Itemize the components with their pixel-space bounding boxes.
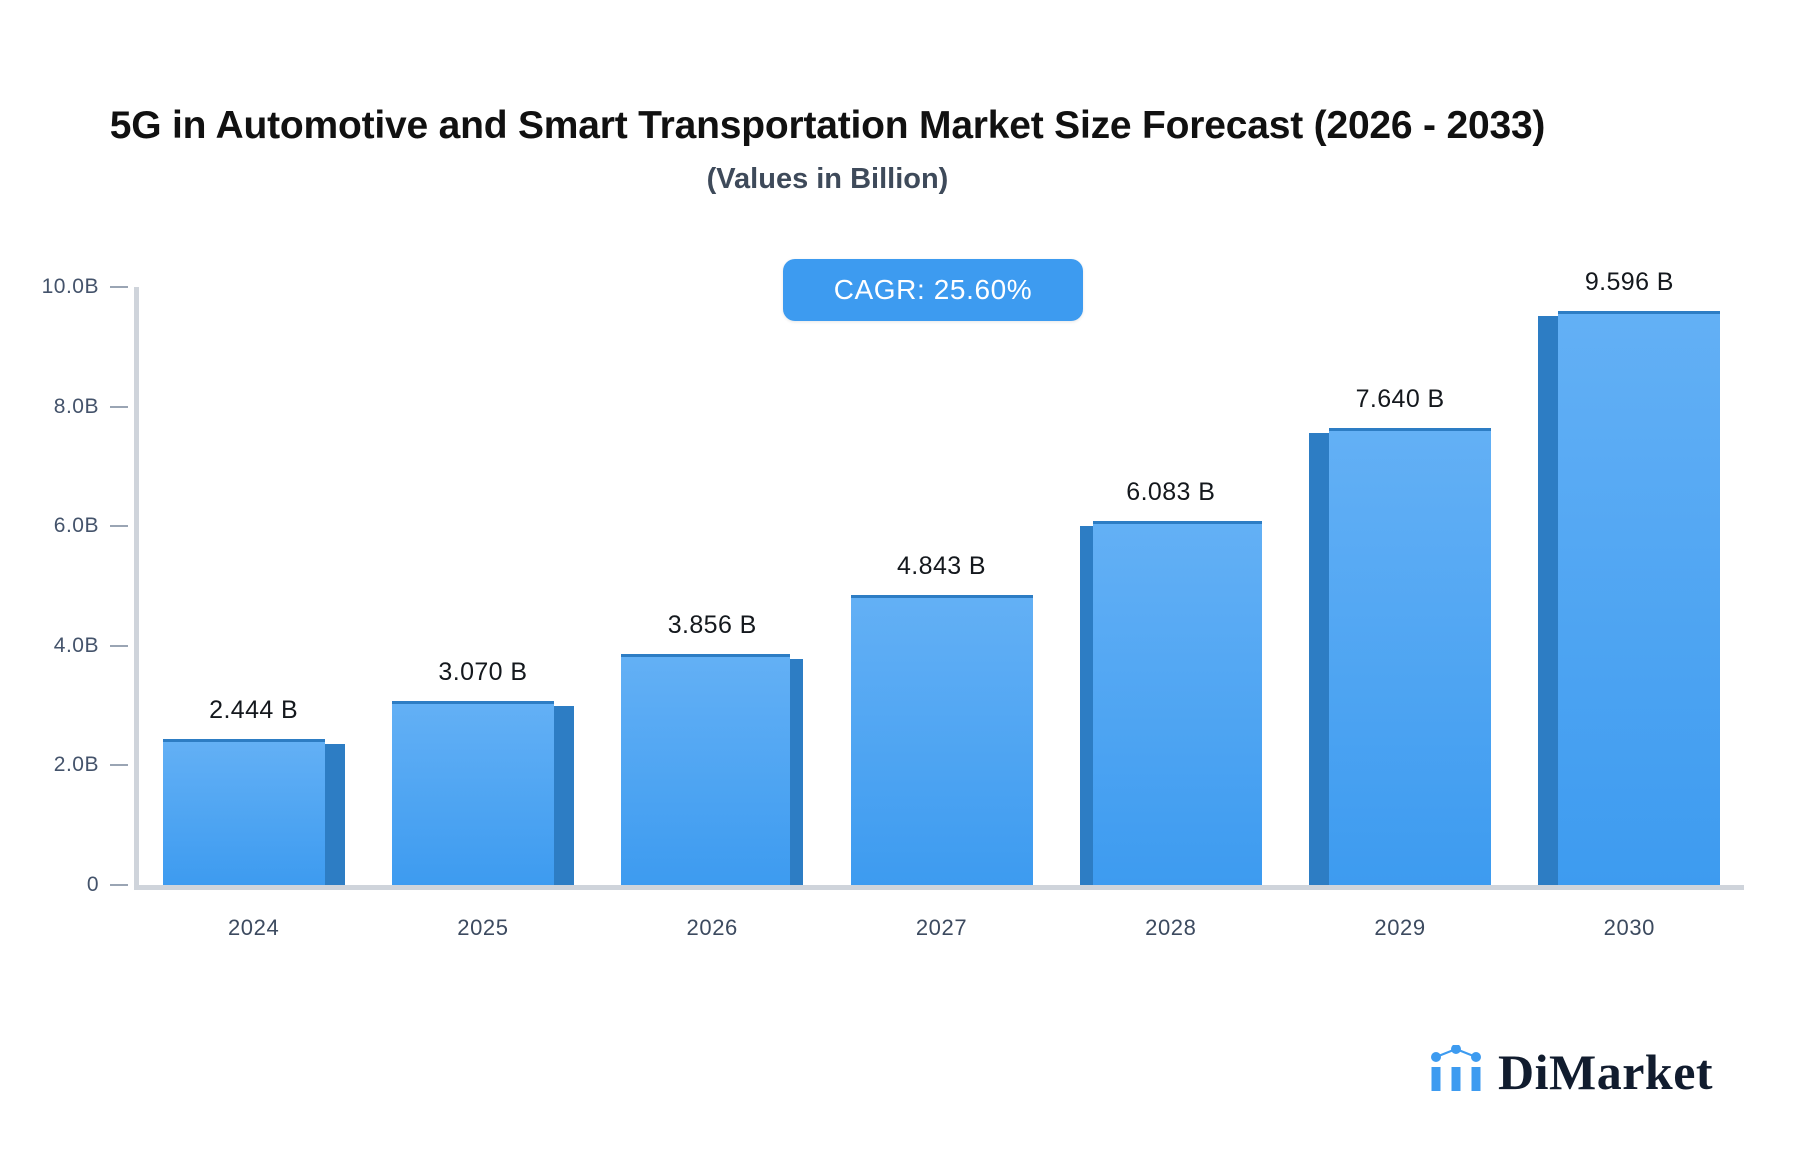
bar-front-face[interactable] (1092, 521, 1262, 885)
bar-front-face[interactable] (162, 738, 325, 885)
y-axis-tick: 4.0B (0, 634, 128, 658)
bar-front-face[interactable] (621, 654, 791, 885)
y-axis-tick-mark (110, 405, 128, 408)
x-axis-tick-label: 2025 (457, 915, 509, 940)
y-axis-tick-label: 2.0B (53, 753, 99, 777)
x-axis-labels: 2024 2025 2026 2027 2028 2029 2030 (139, 915, 1744, 949)
y-axis-tick-mark (110, 525, 128, 528)
y-axis-tick-label: 6.0B (53, 514, 99, 538)
bar-group[interactable]: 7.640 B (1309, 270, 1492, 885)
bar-value-label: 9.596 B (1584, 268, 1674, 297)
bar-group[interactable]: 4.843 B (850, 270, 1033, 885)
bar-group[interactable]: 9.596 B (1538, 268, 1721, 885)
y-axis-tick: 2.0B (0, 753, 128, 777)
y-axis-tick-mark (110, 644, 128, 647)
bar-value-label: 4.843 B (897, 552, 986, 581)
bar-side-face (790, 659, 804, 885)
x-axis-tick-label: 2024 (227, 915, 280, 940)
brand-logo: DiMarket (1430, 1043, 1714, 1100)
x-axis-tick-label: 2029 (1374, 915, 1426, 940)
y-axis-tick-label: 0 (86, 873, 99, 896)
bar-group[interactable]: 6.083 B (1079, 270, 1262, 885)
bar-value-label: 3.070 B (438, 658, 528, 687)
bar-value-label: 7.640 B (1355, 385, 1445, 414)
bar-series: 2.444 B 3.070 B 3.856 B 4.843 B 6.083 B 7.640… (139, 268, 1744, 885)
bar-side-face (324, 743, 345, 885)
page-subtitle: (Values in Billion) (706, 162, 949, 195)
bar-side-face (1079, 526, 1093, 885)
y-axis-tick-label: 8.0B (53, 394, 99, 418)
x-axis-tick-label: 2030 (1603, 915, 1656, 940)
bar-value-label: 2.444 B (209, 695, 299, 724)
bar-value-label: 3.856 B (667, 611, 757, 640)
y-axis-line (134, 287, 139, 890)
y-axis-tick-mark (110, 286, 128, 288)
bar-group[interactable]: 3.856 B (621, 270, 804, 885)
x-axis-tick-label: 2028 (1145, 915, 1197, 940)
y-axis-tick: 10.0B (0, 275, 128, 299)
bar-front-face[interactable] (850, 595, 1033, 885)
bar-side-face (1309, 433, 1330, 885)
bar-front-face[interactable] (391, 701, 554, 885)
bar-front-face[interactable] (1329, 428, 1492, 885)
x-axis-tick-label: 2027 (915, 915, 968, 940)
y-axis-tick-label: 10.0B (41, 275, 99, 298)
cagr-badge: CAGR: 25.60% (783, 259, 1083, 321)
bar-front-face[interactable] (1558, 311, 1721, 885)
x-axis-line (134, 885, 1744, 890)
bar-side-face (1538, 316, 1559, 885)
brand-name: DiMarket (1498, 1043, 1714, 1100)
bar-group[interactable]: 2.444 B (162, 270, 345, 885)
y-axis-tick: 6.0B (0, 514, 128, 538)
y-axis-tick-mark (110, 764, 128, 767)
cagr-badge-label: CAGR: 25.60% (833, 274, 1033, 305)
bar-value-label: 6.083 B (1126, 478, 1216, 507)
title-block: 5G in Automotive and Smart Transportatio… (0, 104, 1655, 196)
x-axis-tick-label: 2026 (686, 915, 738, 940)
bar-chart-logo-icon (1430, 1044, 1484, 1098)
page-title: 5G in Automotive and Smart Transportatio… (109, 104, 1546, 147)
plot-area: 0 2.0B 4.0B 6.0B 8.0B 10.0B 2.444 B 3.070 B 3.8… (0, 268, 1760, 910)
bar-group[interactable]: 3.070 B (391, 270, 574, 885)
y-axis-tick-mark (110, 884, 128, 886)
y-axis-tick-label: 4.0B (53, 633, 99, 657)
bar-side-face (553, 706, 574, 885)
y-axis-tick: 8.0B (0, 395, 128, 419)
y-axis-tick: 0 (0, 873, 128, 897)
